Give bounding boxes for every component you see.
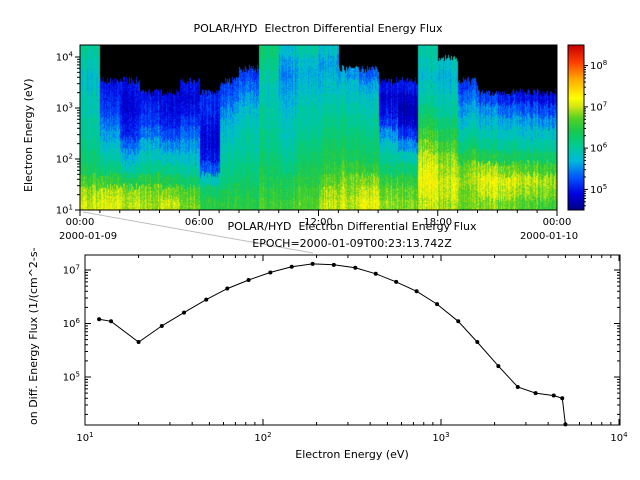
flux-tick-label: 108 <box>590 59 607 72</box>
data-point <box>204 297 209 302</box>
colorbar <box>568 45 584 210</box>
top-chart-title: POLAR/HYD Electron Differential Energy F… <box>193 22 443 35</box>
spectrogram-image[interactable] <box>80 45 557 210</box>
energy-tick-label: 103 <box>56 102 73 115</box>
time-tick-label: 12:00 <box>304 217 333 228</box>
data-point <box>331 262 336 267</box>
bottom-chart-title: POLAR/HYD Electron Differential Energy F… <box>227 220 477 233</box>
data-point <box>182 310 187 315</box>
top-plot-border <box>79 44 558 211</box>
data-point <box>353 265 358 270</box>
flux-tick-label: 105 <box>590 183 607 196</box>
line-plot-area[interactable] <box>85 255 620 425</box>
time-tick-label: 00:00 <box>543 217 572 228</box>
data-point <box>551 393 556 398</box>
data-point <box>563 422 568 427</box>
data-point <box>246 278 251 283</box>
data-point <box>515 385 520 390</box>
energy-tick-label: 101 <box>76 431 93 444</box>
time-tick-label: 06:00 <box>185 217 214 228</box>
energy-tick-label: 104 <box>610 431 628 444</box>
flux-tick-label: 105 <box>63 371 80 384</box>
data-point <box>159 323 164 328</box>
data-point <box>268 270 273 275</box>
data-point <box>136 340 141 345</box>
energy-tick-label: 101 <box>56 204 73 217</box>
data-point <box>475 340 480 345</box>
time-tick-label: 00:00 <box>66 217 95 228</box>
data-point <box>225 286 230 291</box>
flux-tick-label: 106 <box>63 317 81 330</box>
start-date-label: 2000-01-09 <box>59 231 117 242</box>
data-point <box>496 364 501 369</box>
data-point <box>373 271 378 276</box>
data-point <box>109 319 114 324</box>
data-point <box>289 264 294 269</box>
time-tick-label: 18:00 <box>423 217 452 228</box>
end-date-label: 2000-01-10 <box>520 231 578 242</box>
epoch-subtitle: EPOCH=2000-01-09T00:23:13.742Z <box>252 237 452 250</box>
bottom-x-axis-label: Electron Energy (eV) <box>295 448 409 461</box>
flux-tick-label: 107 <box>63 264 80 277</box>
data-point <box>533 391 538 396</box>
data-point <box>435 302 440 307</box>
energy-tick-label: 103 <box>432 431 449 444</box>
data-point <box>414 289 419 294</box>
data-point <box>560 396 565 401</box>
data-point <box>310 261 315 266</box>
flux-tick-label: 107 <box>590 100 607 113</box>
flux-tick-label: 106 <box>590 142 608 155</box>
data-point <box>456 319 461 324</box>
data-point <box>97 317 102 322</box>
data-point <box>394 279 399 284</box>
colorbar-border <box>567 44 585 211</box>
epoch-connector-line <box>82 211 314 254</box>
energy-tick-label: 102 <box>56 153 73 166</box>
bottom-y-axis-label: on Diff. Energy Flux (1/(cm^2-s- <box>27 247 40 425</box>
energy-tick-label: 104 <box>56 51 74 64</box>
top-y-axis-label: Electron Energy (eV) <box>22 78 35 193</box>
energy-tick-label: 102 <box>254 431 271 444</box>
